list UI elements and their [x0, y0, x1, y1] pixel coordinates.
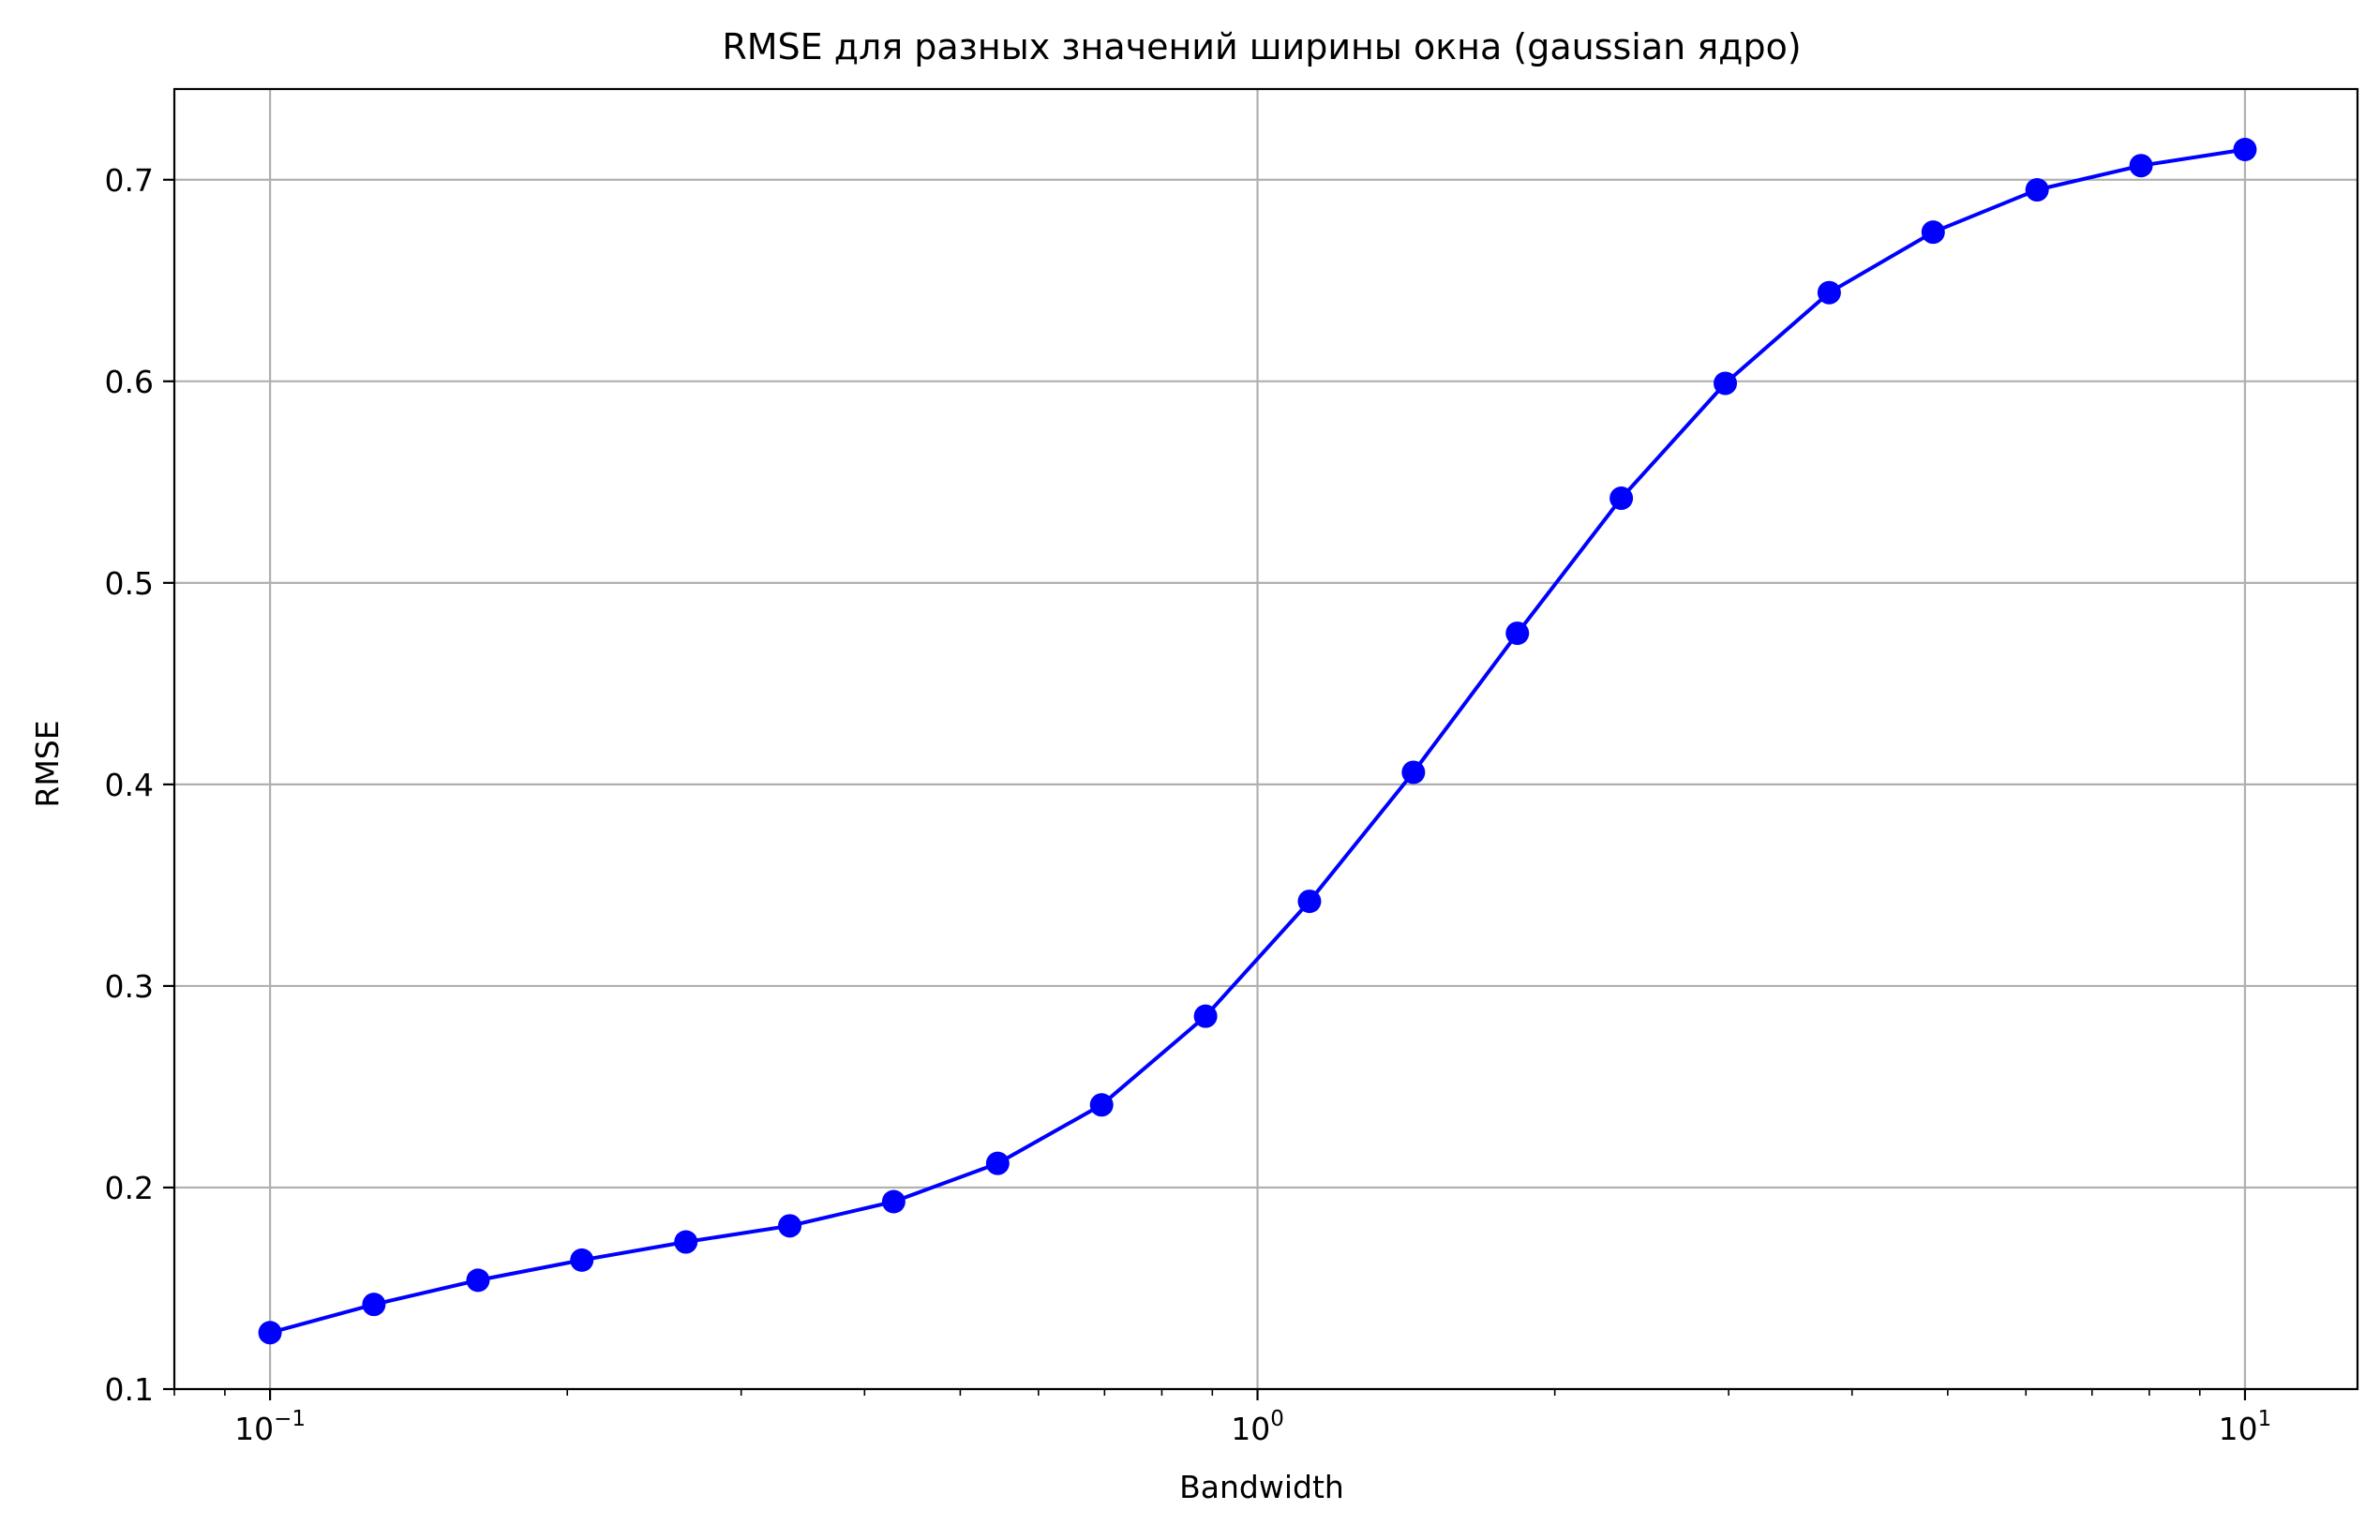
- tick-layer: 0.1 0.2 0.3 0.4 0.5 0.6 0.7 10−1 100 101: [105, 162, 2272, 1447]
- data-point: [674, 1230, 698, 1254]
- data-point: [985, 1151, 1010, 1175]
- x-axis-label: Bandwidth: [1179, 1469, 1344, 1505]
- data-point: [1193, 1004, 1218, 1028]
- y-tick-label: 0.4: [105, 767, 154, 803]
- y-tick-label: 0.1: [105, 1371, 154, 1408]
- y-tick-label: 0.5: [105, 565, 154, 602]
- data-point: [258, 1321, 282, 1345]
- x-tick-label: 10−1: [234, 1407, 306, 1447]
- data-point: [1089, 1093, 1114, 1117]
- data-point: [2025, 178, 2049, 202]
- x-tick-label: 100: [1231, 1407, 1284, 1447]
- data-point: [1714, 371, 1738, 396]
- y-tick-label: 0.2: [105, 1170, 154, 1206]
- data-point: [2129, 154, 2153, 178]
- data-point: [2233, 138, 2257, 162]
- y-tick-label: 0.6: [105, 364, 154, 400]
- series-layer: [258, 138, 2257, 1345]
- y-axis-label: RMSE: [29, 720, 66, 807]
- data-point: [362, 1293, 386, 1317]
- data-point: [1609, 486, 1634, 511]
- y-tick-label: 0.3: [105, 968, 154, 1005]
- data-point: [881, 1189, 906, 1214]
- plot-frame: [172, 87, 2359, 1391]
- data-point: [1401, 760, 1426, 785]
- data-point: [466, 1268, 490, 1293]
- data-point: [1505, 621, 1530, 646]
- chart-title: RMSE для разных значений ширины окна (ga…: [722, 26, 1801, 67]
- axes-layer: [172, 87, 2359, 1391]
- series-line: [268, 147, 2247, 1335]
- data-point: [570, 1248, 594, 1272]
- data-point: [1921, 220, 1945, 245]
- data-point: [1297, 890, 1322, 914]
- data-point: [1817, 280, 1841, 305]
- y-tick-label: 0.7: [105, 162, 154, 199]
- data-point: [778, 1214, 802, 1238]
- x-tick-label: 101: [2219, 1407, 2272, 1447]
